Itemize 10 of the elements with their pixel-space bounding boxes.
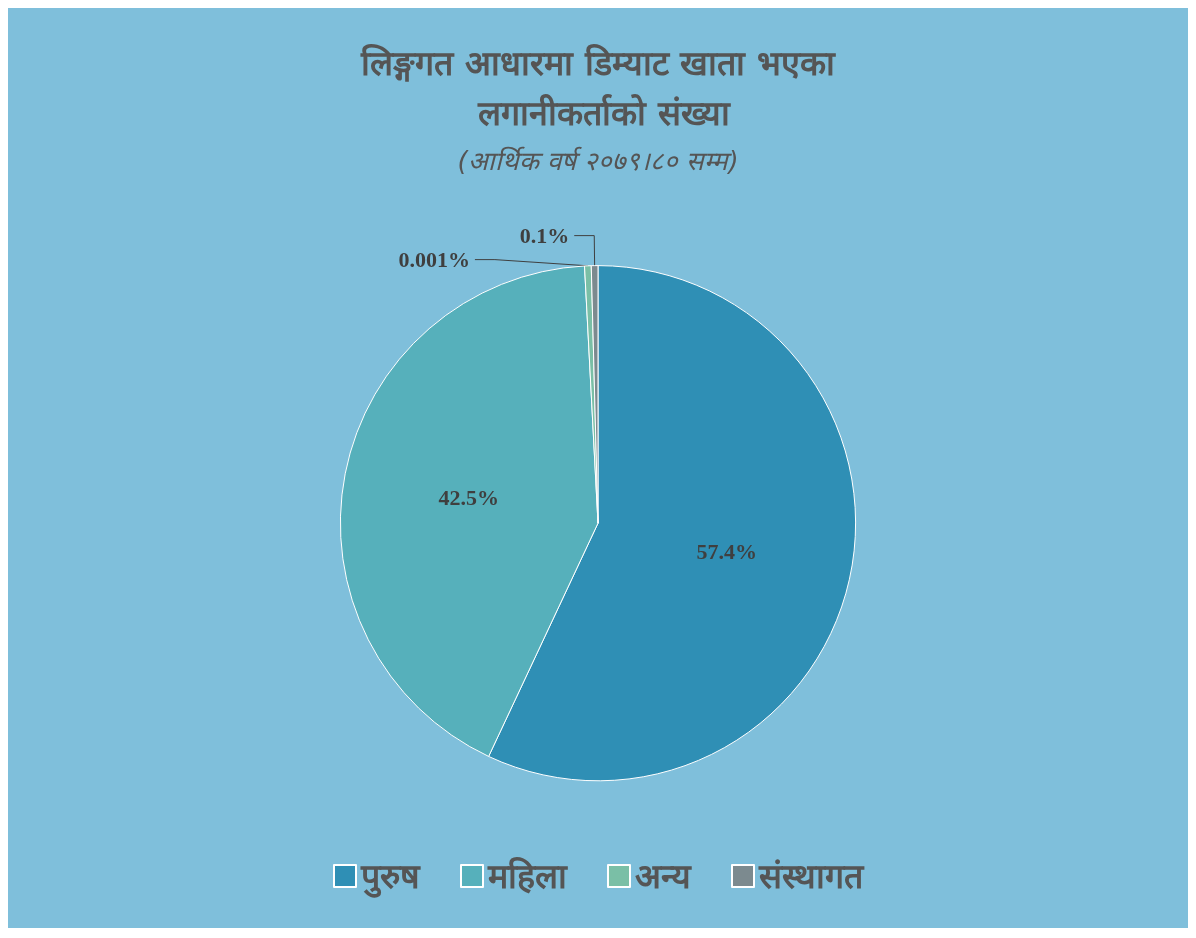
chart-subtitle: (आर्थिक वर्ष २०७९।८० सम्म) xyxy=(457,146,739,176)
data-label: 0.001% xyxy=(398,247,470,273)
legend-label: महिला xyxy=(487,856,568,896)
legend-label: अन्य xyxy=(635,856,692,896)
chart-title: लिङ्गगत आधारमा डिम्याट खाता भएका लगानीकर्ताको संख्या xyxy=(359,43,837,133)
data-label: 57.4% xyxy=(696,539,757,565)
data-label: 42.5% xyxy=(438,485,499,511)
data-label: 0.1% xyxy=(519,223,570,249)
legend-label: पुरुष xyxy=(360,856,421,898)
legend-label: संस्थागत xyxy=(758,856,865,896)
